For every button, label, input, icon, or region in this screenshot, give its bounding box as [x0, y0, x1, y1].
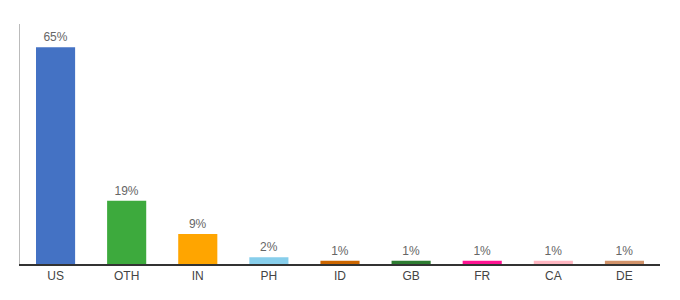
svg-text:GB: GB: [402, 269, 419, 283]
svg-text:1%: 1%: [544, 244, 562, 258]
svg-text:9%: 9%: [189, 217, 207, 231]
svg-text:PH: PH: [261, 269, 278, 283]
svg-text:19%: 19%: [114, 184, 138, 198]
svg-text:1%: 1%: [473, 244, 491, 258]
svg-text:OTH: OTH: [114, 269, 139, 283]
svg-text:2%: 2%: [260, 240, 278, 254]
svg-text:1%: 1%: [616, 244, 634, 258]
svg-text:1%: 1%: [331, 244, 349, 258]
svg-text:DE: DE: [616, 269, 633, 283]
svg-text:1%: 1%: [402, 244, 420, 258]
svg-text:CA: CA: [545, 269, 562, 283]
svg-text:US: US: [47, 269, 64, 283]
svg-text:IN: IN: [192, 269, 204, 283]
svg-text:ID: ID: [334, 269, 346, 283]
svg-text:65%: 65%: [43, 30, 67, 44]
svg-text:FR: FR: [474, 269, 490, 283]
